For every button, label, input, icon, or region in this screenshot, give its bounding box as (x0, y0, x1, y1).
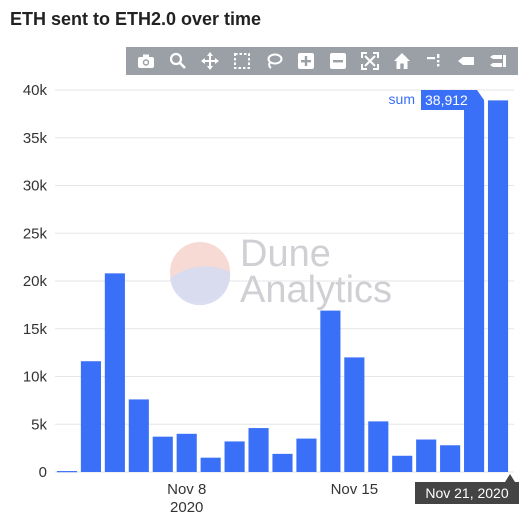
chart-toolbar (126, 47, 518, 75)
bar[interactable] (248, 428, 269, 472)
camera-icon[interactable] (135, 50, 157, 72)
y-tick-label: 10k (23, 369, 48, 386)
y-tick-label: 5k (31, 416, 47, 433)
bar[interactable] (104, 273, 125, 472)
bar[interactable] (80, 361, 101, 472)
pan-icon[interactable] (199, 50, 221, 72)
lasso-icon[interactable] (263, 50, 285, 72)
bar[interactable] (464, 100, 485, 472)
hover-value-box (421, 90, 477, 110)
bar[interactable] (200, 457, 221, 472)
watermark-line-1: Dune (240, 233, 331, 275)
hover-series-label: sum (389, 91, 415, 107)
bar[interactable] (128, 399, 149, 472)
hover-compare-icon[interactable] (487, 50, 509, 72)
bar[interactable] (296, 438, 317, 472)
bar[interactable] (56, 471, 78, 473)
hover-x-arrow (505, 474, 515, 482)
bar[interactable] (416, 439, 437, 472)
x-tick-label: Nov 8 (167, 481, 206, 498)
hover-x-box (415, 482, 519, 504)
y-tick-label: 25k (23, 225, 48, 242)
y-tick-label: 15k (23, 321, 48, 338)
hover-tooltip: sum 38,912 Nov 21, 2020 (389, 90, 519, 504)
bar[interactable] (272, 453, 293, 472)
y-tick-label: 0 (39, 464, 47, 481)
bar[interactable] (368, 421, 389, 472)
y-tick-label: 35k (23, 130, 48, 147)
bar[interactable] (176, 433, 197, 472)
x-tick-label: Nov 15 (331, 481, 379, 498)
box-select-icon[interactable] (231, 50, 253, 72)
y-axis-ticks: 0 5k 10k 15k 20k 25k 30k 35k 40k (23, 82, 48, 481)
hover-value-arrow (477, 90, 484, 110)
home-icon[interactable] (391, 50, 413, 72)
bar[interactable] (152, 436, 173, 472)
chart-title: ETH sent to ETH2.0 over time (10, 9, 262, 29)
bar[interactable] (440, 445, 461, 472)
bar[interactable] (320, 310, 341, 472)
bar[interactable] (487, 100, 509, 472)
zoom-in-icon[interactable] (295, 50, 317, 72)
watermark-line-2: Analytics (240, 269, 392, 311)
y-tick-label: 30k (23, 178, 48, 195)
y-tick-label: 40k (23, 82, 48, 99)
dune-analytics-watermark: Dune Analytics (170, 233, 392, 311)
bar[interactable] (224, 441, 245, 472)
bar[interactable] (344, 357, 365, 472)
bar[interactable] (392, 455, 413, 472)
y-tick-label: 20k (23, 273, 48, 290)
hover-value: 38,912 (425, 92, 468, 108)
autoscale-icon[interactable] (359, 50, 381, 72)
zoom-out-icon[interactable] (327, 50, 349, 72)
hover-x-label: Nov 21, 2020 (425, 485, 508, 501)
watermark-logo-lower (170, 266, 231, 306)
zoom-icon[interactable] (167, 50, 189, 72)
hover-closest-icon[interactable] (455, 50, 477, 72)
bars (56, 100, 509, 473)
spike-lines-icon[interactable] (423, 50, 445, 72)
x-tick-year-label: 2020 (170, 499, 203, 516)
